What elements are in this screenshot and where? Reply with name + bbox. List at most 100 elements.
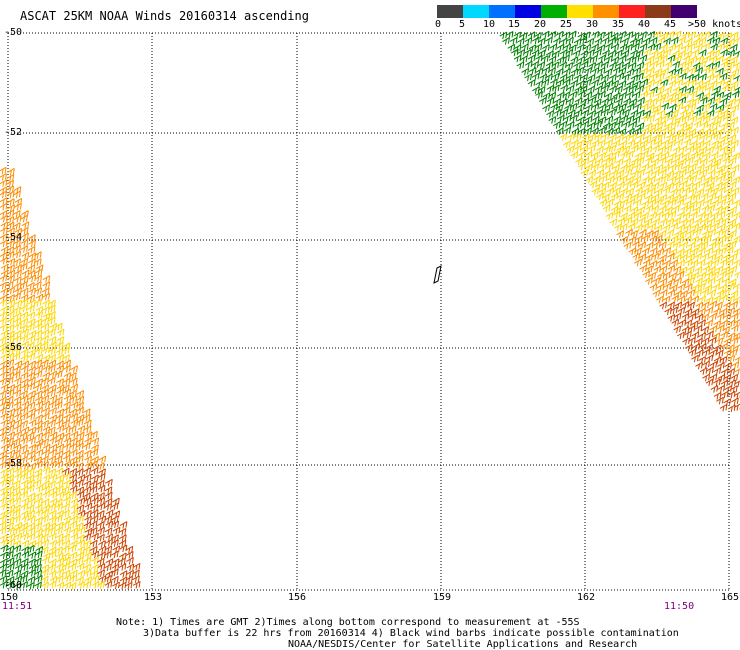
wind-barb: [619, 175, 628, 183]
wind-barb: [104, 580, 113, 589]
wind-barb: [0, 365, 8, 373]
wind-barb: [717, 42, 726, 51]
wind-barb: [693, 145, 701, 153]
wind-barb: [647, 127, 656, 135]
wind-barb: [671, 294, 680, 303]
wind-barb: [56, 364, 65, 373]
wind-barb: [76, 562, 85, 571]
wind-barb: [703, 55, 712, 63]
wind-barb: [124, 581, 133, 590]
wind-barb: [706, 122, 715, 130]
wind-barb: [0, 406, 7, 415]
wind-barb: [48, 388, 56, 397]
wind-barb: [14, 202, 22, 211]
wind-barb: [623, 205, 632, 213]
wind-barb: [521, 67, 530, 76]
wind-barb: [63, 574, 72, 583]
wind-barb: [6, 437, 14, 445]
wind-barb: [714, 108, 723, 117]
wind-barb: [676, 331, 685, 340]
wind-barb: [14, 264, 23, 272]
wind-barb: [42, 449, 50, 457]
wind-barb: [34, 574, 43, 583]
wind-barb: [721, 170, 730, 178]
wind-barb: [103, 551, 112, 559]
wind-barb: [594, 109, 603, 118]
wind-barb: [715, 301, 723, 310]
wind-barb: [13, 306, 21, 314]
wind-barb: [35, 347, 43, 355]
wind-barb: [611, 150, 620, 159]
wind-barb: [598, 116, 607, 124]
wind-barb: [649, 247, 658, 255]
wind-barb: [696, 199, 705, 207]
wind-barb: [735, 98, 740, 105]
wind-barb: [687, 301, 695, 310]
wind-barb: [691, 223, 700, 232]
wind-barb: [560, 84, 568, 93]
wind-barb: [637, 192, 646, 201]
wind-barb: [20, 420, 28, 428]
wind-barb: [0, 520, 7, 529]
wind-barb: [723, 242, 731, 250]
wind-barb: [48, 550, 57, 559]
wind-barb: [13, 335, 22, 343]
wind-barb: [89, 520, 98, 529]
wind-barb: [691, 354, 699, 363]
wind-barb: [7, 449, 16, 457]
wind-barb: [34, 563, 42, 572]
lon-label: 150: [0, 592, 19, 603]
wind-barb: [576, 66, 585, 75]
wind-barb: [41, 287, 50, 296]
wind-barb: [535, 90, 543, 99]
wind-barb: [705, 247, 714, 255]
wind-barb: [611, 43, 620, 52]
wind-barb: [55, 437, 63, 446]
wind-barb: [677, 259, 686, 268]
wind-barb: [0, 514, 8, 523]
wind-barb: [83, 467, 92, 475]
wind-barb: [648, 187, 656, 195]
wind-barb: [663, 247, 671, 255]
wind-barb: [537, 61, 546, 69]
wind-barb: [708, 192, 717, 201]
wind-barb: [7, 408, 16, 416]
wind-barb: [690, 211, 698, 219]
wind-barb: [679, 109, 688, 118]
wind-barb: [35, 364, 44, 373]
wind-barb: [695, 242, 703, 250]
wind-barb: [12, 486, 21, 494]
wind-speed-legend: 0 5 10 15 20 25 30 35 40 45 >50 knots: [435, 5, 740, 32]
wind-barb: [98, 515, 107, 523]
wind-barb: [20, 311, 29, 319]
wind-barb: [12, 449, 21, 458]
wind-barb: [715, 240, 724, 249]
wind-barb: [0, 317, 8, 325]
wind-barb: [41, 377, 49, 386]
wind-barb: [126, 563, 135, 572]
wind-barb: [27, 510, 36, 518]
wind-barb: [724, 128, 733, 136]
wind-barb: [720, 60, 729, 69]
wind-barb: [704, 198, 712, 207]
wind-barb: [83, 419, 92, 428]
wind-barb: [49, 341, 57, 350]
wind-barb: [598, 103, 607, 112]
wind-barb: [667, 240, 675, 249]
wind-barb: [55, 526, 63, 535]
wind-barb: [34, 550, 43, 559]
wind-barb: [673, 55, 682, 63]
wind-barb: [629, 98, 638, 106]
wind-barb: [679, 180, 688, 189]
wind-barb: [699, 73, 707, 81]
wind-barb: [680, 241, 688, 250]
wind-barb: [730, 56, 738, 64]
wind-barb: [616, 72, 625, 81]
wind-barb: [28, 287, 36, 296]
wind-barb: [706, 85, 714, 93]
wind-barb: [75, 462, 84, 470]
wind-barb: [701, 288, 710, 297]
wind-barb: [628, 62, 637, 70]
wind-barb: [20, 444, 28, 452]
wind-barb: [96, 557, 105, 566]
